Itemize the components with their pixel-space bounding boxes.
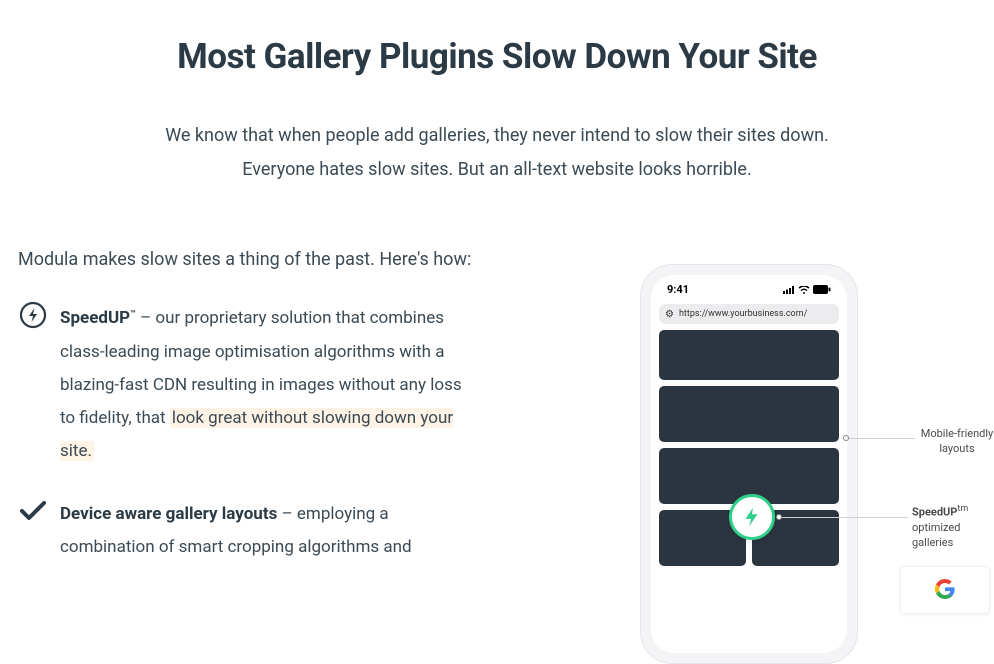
callout-text: layouts <box>939 442 974 455</box>
page-headline: Most Gallery Plugins Slow Down Your Site <box>0 36 994 77</box>
speedup-badge <box>729 494 775 540</box>
feature-title: SpeedUP <box>60 308 130 328</box>
google-card <box>900 566 990 614</box>
callout-text: Mobile-friendly <box>921 427 994 440</box>
feature-list: SpeedUP™ – our proprietary solution that… <box>18 302 478 564</box>
phone-urlbar: ⚙ https://www.yourbusiness.com/ <box>659 304 839 324</box>
battery-icon <box>813 285 831 294</box>
callout-label-speedup: SpeedUPtm optimized galleries <box>912 503 994 551</box>
trademark: tm <box>957 504 968 514</box>
wifi-icon <box>798 286 810 294</box>
feature-text: Device aware gallery layouts – employing… <box>60 498 478 564</box>
feature-text: SpeedUP™ – our proprietary solution that… <box>60 302 478 468</box>
callout-text: optimized galleries <box>912 521 960 549</box>
google-logo-icon <box>935 579 955 599</box>
feature-item-device-aware: Device aware gallery layouts – employing… <box>18 498 478 564</box>
callout-text: SpeedUP <box>912 506 957 519</box>
feature-item-speedup: SpeedUP™ – our proprietary solution that… <box>18 302 478 468</box>
callout-line <box>849 438 915 439</box>
subhead-line-1: We know that when people add galleries, … <box>165 125 829 146</box>
phone-url: https://www.yourbusiness.com/ <box>679 309 807 319</box>
gallery-tile <box>659 386 839 442</box>
check-icon <box>18 496 48 526</box>
status-icons <box>783 285 831 294</box>
phone-mockup: 9:41 ⚙ https://www.yourbusiness.com/ <box>640 264 858 664</box>
phone-screen: 9:41 ⚙ https://www.yourbusiness.com/ <box>651 275 847 653</box>
callout-line <box>782 517 908 518</box>
signal-icon <box>783 286 795 294</box>
bolt-circle-icon <box>18 300 48 330</box>
feature-title: Device aware gallery layouts <box>60 504 277 524</box>
bolt-icon <box>741 506 763 528</box>
page-subhead: We know that when people add galleries, … <box>117 119 877 187</box>
subhead-line-2: Everyone hates slow sites. But an all-te… <box>242 159 751 180</box>
phone-statusbar: 9:41 <box>651 275 847 300</box>
gallery-tile <box>659 330 839 380</box>
gear-icon: ⚙ <box>665 309 674 320</box>
status-time: 9:41 <box>667 283 689 296</box>
intro-line: Modula makes slow sites a thing of the p… <box>18 249 994 270</box>
callout-label-layouts: Mobile-friendly layouts <box>920 426 994 457</box>
